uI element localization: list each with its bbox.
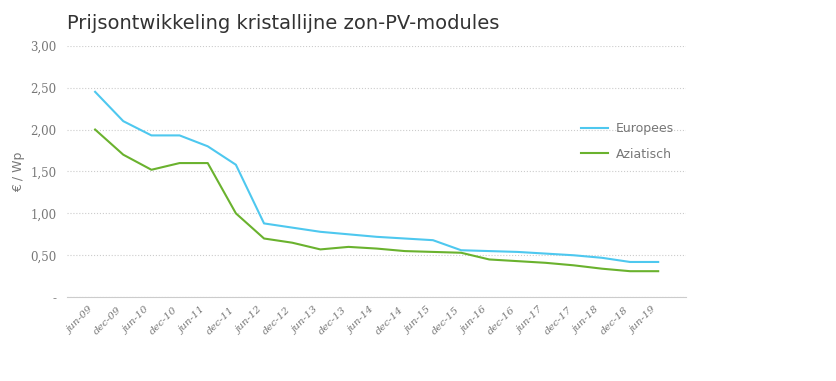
Europees [202,144,212,149]
Europees [512,250,522,254]
Europees [596,256,606,260]
Europees [371,235,381,239]
Aziatisch [90,127,100,132]
Europees [568,253,578,258]
Aziatisch [540,261,550,265]
Legend: Europees, Aziatisch: Europees, Aziatisch [573,116,680,167]
Text: Prijsontwikkeling kristallijne zon-PV-modules: Prijsontwikkeling kristallijne zon-PV-mo… [67,14,499,33]
Aziatisch [258,236,268,241]
Aziatisch [400,249,410,253]
Aziatisch [315,247,325,252]
Aziatisch [596,266,606,271]
Europees [258,221,268,226]
Aziatisch [175,161,185,165]
Europees [343,232,353,237]
Europees [90,90,100,94]
Europees [146,133,156,138]
Aziatisch [118,152,128,157]
Aziatisch [484,257,494,262]
Aziatisch [343,245,353,249]
Aziatisch [231,211,241,216]
Europees [175,133,185,138]
Line: Europees: Europees [95,92,657,262]
Aziatisch [456,250,466,255]
Europees [231,162,241,167]
Aziatisch [427,250,437,254]
Europees [624,260,635,264]
Aziatisch [652,269,662,274]
Aziatisch [568,263,578,267]
Y-axis label: € / Wp: € / Wp [12,151,25,192]
Aziatisch [624,269,635,274]
Line: Aziatisch: Aziatisch [95,130,657,271]
Europees [484,249,494,253]
Aziatisch [146,168,156,172]
Europees [540,251,550,256]
Europees [315,229,325,234]
Aziatisch [202,161,212,165]
Europees [287,225,297,230]
Europees [427,238,437,242]
Europees [118,119,128,123]
Aziatisch [512,259,522,263]
Europees [400,236,410,241]
Europees [456,248,466,253]
Europees [652,260,662,264]
Aziatisch [287,240,297,245]
Aziatisch [371,246,381,251]
